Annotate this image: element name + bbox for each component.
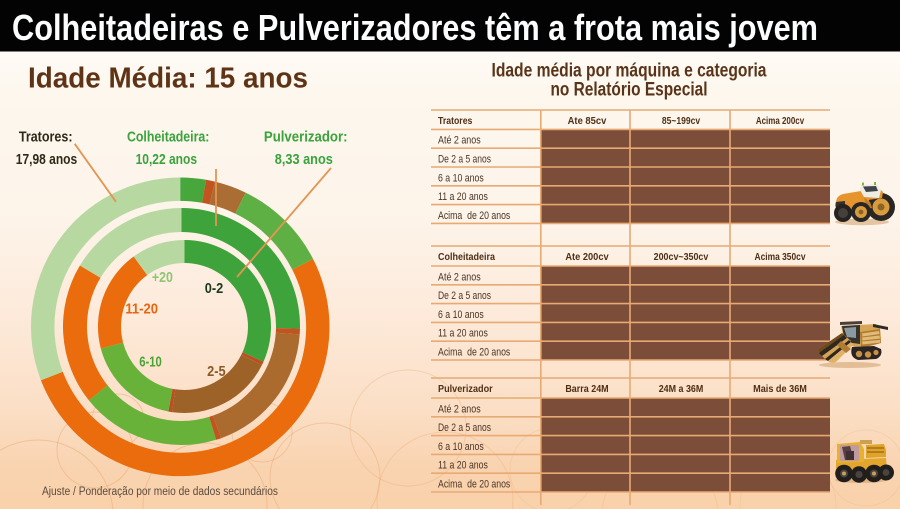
svg-text:De 2 a 5 anos: De 2 a 5 anos xyxy=(438,154,491,166)
svg-text:11 a 20 anos: 11 a 20 anos xyxy=(438,328,488,340)
svg-text:Acima 200cv: Acima 200cv xyxy=(756,116,805,127)
svg-text:11 a 20 anos: 11 a 20 anos xyxy=(438,460,488,472)
svg-text:6 a 10 anos: 6 a 10 anos xyxy=(438,172,484,184)
svg-text:Até 2 anos: Até 2 anos xyxy=(438,403,481,415)
svg-text:Barra 24M: Barra 24M xyxy=(565,384,608,395)
svg-text:Até 2 anos: Até 2 anos xyxy=(438,271,481,283)
svg-text:2-5: 2-5 xyxy=(207,363,226,380)
svg-text:17,98 anos: 17,98 anos xyxy=(16,151,77,168)
svg-text:Colheitadeiras e Pulverizadore: Colheitadeiras e Pulverizadores têm a fr… xyxy=(12,7,818,48)
svg-text:Pulverizador: Pulverizador xyxy=(438,384,493,395)
svg-text:6 a 10 anos: 6 a 10 anos xyxy=(438,309,484,321)
svg-text:6 a 10 anos: 6 a 10 anos xyxy=(438,441,484,453)
svg-text:6-10: 6-10 xyxy=(139,353,162,370)
svg-text:Idade média por máquina e cate: Idade média por máquina e categoria xyxy=(492,61,767,82)
svg-text:Colheitadeira: Colheitadeira xyxy=(438,252,495,263)
svg-text:Mais de 36M: Mais de 36M xyxy=(753,384,807,395)
svg-text:10,22 anos: 10,22 anos xyxy=(136,151,197,168)
svg-text:Colheitadeira:: Colheitadeira: xyxy=(127,129,210,146)
svg-text:200cv~350cv: 200cv~350cv xyxy=(654,252,709,263)
svg-text:De 2 a 5 anos: De 2 a 5 anos xyxy=(438,422,491,434)
svg-text:11 a 20 anos: 11 a 20 anos xyxy=(438,191,488,203)
svg-text:Idade Média: 15 anos: Idade Média: 15 anos xyxy=(28,63,308,95)
svg-text:Acima 350cv: Acima 350cv xyxy=(755,252,806,263)
svg-text:Ate 200cv: Ate 200cv xyxy=(565,252,609,263)
svg-text:Até 2 anos: Até 2 anos xyxy=(438,135,481,147)
svg-text:Ate 85cv: Ate 85cv xyxy=(568,116,607,127)
svg-text:Tratores:: Tratores: xyxy=(19,129,73,146)
svg-text:De 2 a 5 anos: De 2 a 5 anos xyxy=(438,290,491,302)
svg-text:0-2: 0-2 xyxy=(205,280,224,297)
svg-text:Acima de 20 anos: Acima de 20 anos xyxy=(438,347,511,359)
svg-text:Acima de 20 anos: Acima de 20 anos xyxy=(438,479,511,491)
svg-text:Ajuste / Ponderação por meio d: Ajuste / Ponderação por meio de dados se… xyxy=(42,486,278,498)
svg-text:Acima de 20 anos: Acima de 20 anos xyxy=(438,210,511,222)
svg-text:Pulverizador:: Pulverizador: xyxy=(264,129,348,146)
svg-text:24M a 36M: 24M a 36M xyxy=(659,384,704,395)
svg-text:85~199cv: 85~199cv xyxy=(662,116,701,127)
svg-text:11-20: 11-20 xyxy=(125,300,158,317)
svg-text:Tratores: Tratores xyxy=(438,116,473,127)
svg-text:8,33 anos: 8,33 anos xyxy=(275,151,333,168)
svg-text:no Relatório Especial: no Relatório Especial xyxy=(551,80,708,101)
svg-text:+20: +20 xyxy=(152,269,173,286)
